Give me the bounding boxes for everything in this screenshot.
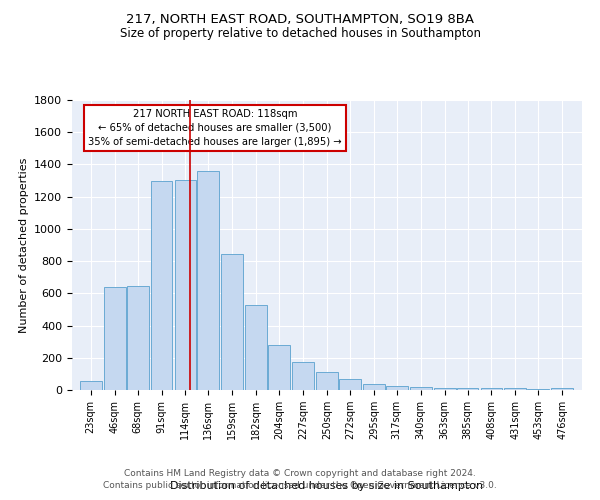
Bar: [316, 372, 338, 390]
Bar: [505, 388, 526, 390]
Bar: [151, 180, 172, 390]
Bar: [457, 388, 478, 390]
Text: 217 NORTH EAST ROAD: 118sqm
← 65% of detached houses are smaller (3,500)
35% of : 217 NORTH EAST ROAD: 118sqm ← 65% of det…: [88, 108, 341, 146]
Bar: [245, 306, 267, 390]
Bar: [551, 388, 573, 390]
Bar: [527, 389, 549, 390]
Bar: [127, 286, 149, 390]
Bar: [292, 362, 314, 390]
Text: Size of property relative to detached houses in Southampton: Size of property relative to detached ho…: [119, 28, 481, 40]
Bar: [410, 387, 431, 390]
X-axis label: Distribution of detached houses by size in Southampton: Distribution of detached houses by size …: [170, 481, 484, 491]
Bar: [386, 386, 407, 390]
Bar: [197, 171, 219, 390]
Bar: [80, 381, 101, 390]
Text: Contains HM Land Registry data © Crown copyright and database right 2024.
Contai: Contains HM Land Registry data © Crown c…: [103, 469, 497, 490]
Bar: [434, 388, 455, 390]
Bar: [104, 287, 125, 390]
Text: 217, NORTH EAST ROAD, SOUTHAMPTON, SO19 8BA: 217, NORTH EAST ROAD, SOUTHAMPTON, SO19 …: [126, 12, 474, 26]
Bar: [221, 254, 243, 390]
Bar: [481, 388, 502, 390]
Bar: [339, 378, 361, 390]
Y-axis label: Number of detached properties: Number of detached properties: [19, 158, 29, 332]
Bar: [363, 384, 385, 390]
Bar: [268, 345, 290, 390]
Bar: [175, 180, 196, 390]
